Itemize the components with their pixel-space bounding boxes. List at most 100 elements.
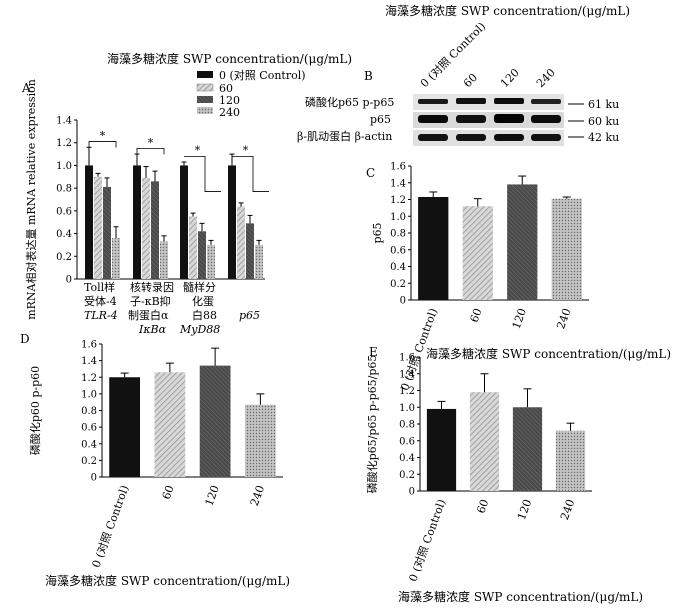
chart-a-bar [142,177,150,279]
legend-swatch-0 [197,71,213,78]
panel-letter-b: B [364,69,373,83]
chart-c-y-tick-label: 0.8 [390,229,406,240]
chart-d-y-tick-label: 1.6 [81,340,97,351]
size-marker-61: 61 ku [588,98,619,111]
chart-e-x-tick-label: 0 (对照 Control) [406,497,449,583]
blot-band-actin-60 [456,134,486,141]
chart-a-y-tick-label: 1.0 [56,161,72,172]
blot-band-actin-240 [531,134,561,141]
chart-d-y-tick-label: 1.2 [81,373,97,384]
panel-a-category-labels: Toll样 受体-4 TLR-4 核转录因 子-κB抑 制蛋白α IκBα 髓样… [84,280,260,336]
chart-e-x-tick-label: 240 [558,498,577,522]
chart-a-y-tick-label: 0.6 [56,206,72,217]
chart-d-pp60: 0 0.2 0.4 0.6 0.8 1.0 1.2 1.4 1.6 磷酸化p60 p-p60 0 (… [28,340,283,569]
chart-e-y-label: 磷酸化p65/p65 p-p65/p65 [365,355,379,494]
legend-label-240: 240 [219,106,240,119]
chart-e-bar [512,407,543,491]
chart-a-bar [103,187,111,279]
legend-label-120: 120 [219,94,240,107]
chart-c-bar [418,196,449,300]
panel-e-swp-label-bottom: 海藻多糖浓度 SWP concentration/(μg/mL) [398,589,643,604]
chart-c-x-tick-label: 60 [468,307,485,325]
chart-c-x-tick-label: 240 [554,307,573,331]
chart-d-y-tick-label: 1.0 [81,389,97,400]
chart-d-bar [154,372,186,477]
chart-c-y-tick-label: 0.6 [390,245,406,256]
chart-d-y-tick-label: 0 [91,473,97,484]
chart-d-x-tick-label: 240 [248,484,267,508]
panel-letter-d: D [20,332,30,346]
blot-lane-label-60: 60 [461,71,480,90]
chart-c-y-tick-label: 1.0 [390,212,406,223]
chart-d-y-label: 磷酸化p60 p-p60 [28,366,42,455]
legend-label-60: 60 [219,82,233,95]
chart-d-y-tick-label: 0.2 [81,456,97,467]
top-swp-label: 海藻多糖浓度 SWP concentration/(μg/mL) [385,3,630,18]
chart-a-y-tick-label: 0.4 [56,229,72,240]
panel-letter-c: C [366,166,375,180]
chart-c-bar [507,184,538,300]
chart-a-sig-bracket [232,155,269,192]
chart-e-y-tick-label: 1.2 [399,386,415,397]
cat-ikba-line3: 制蛋白α [128,308,169,322]
chart-c-y-tick-label: 1.4 [390,178,406,189]
chart-c-y-tick-label: 0.2 [390,279,406,290]
blot-strip-p65 [413,112,564,128]
panel-a-swp-label: 海藻多糖浓度 SWP concentration/(μg/mL) [107,51,352,66]
legend-swatch-240 [197,107,213,114]
panel-d-swp-label: 海藻多糖浓度 SWP concentration/(μg/mL) [45,573,290,588]
panel-letter-a: A [21,81,31,95]
chart-a-bar [207,244,215,279]
chart-e-x-tick-label: 60 [474,498,491,516]
chart-a-bar [189,216,197,279]
chart-a-bar [180,165,188,279]
blot-band-p65-0 [418,115,448,123]
chart-a-bar [112,238,120,279]
chart-a-bar [94,176,102,279]
legend-swatch-120 [197,96,213,103]
chart-d-bar [109,377,141,477]
chart-d-bar [199,365,231,477]
chart-a-sig-star: * [195,144,201,157]
chart-a-bar [237,206,245,279]
cat-myd88-line3: 白88 [192,308,217,322]
blot-strip-pp65 [413,94,564,110]
blot-band-p65-240 [531,115,561,123]
chart-a-y-tick-label: 1.4 [56,116,72,127]
chart-c-y-label: p65 [371,222,384,243]
chart-a-sig-bracket [184,155,221,192]
chart-a-bar [151,181,159,279]
chart-d-y-tick-label: 0.6 [81,423,97,434]
blot-band-p65-60 [456,115,486,123]
blot-lane-label-120: 120 [498,66,522,90]
cat-tlr4-italic: TLR-4 [84,309,118,322]
chart-e-y-tick-label: 1.4 [399,369,415,380]
chart-a-mrna: 0 0.2 0.4 0.6 0.8 1.0 1.2 1.4 mRNA相对表达量 mRNA rel… [24,79,269,320]
chart-d-x-tick-label: 60 [160,484,177,502]
chart-e-x-tick-label: 120 [515,498,534,522]
panel-letter-e: E [369,345,378,359]
chart-a-bar [228,165,236,279]
chart-d-y-tick-label: 1.4 [81,356,97,367]
chart-a-y-tick-label: 0.8 [56,184,72,195]
chart-c-bar [551,198,582,300]
cat-ikba-line2: 子-κB抑 [130,294,171,308]
panel-a-legend: 0 (对照 Control) 60 120 240 [196,68,306,119]
blot-row-label-actin: β-肌动蛋白 β-actin [297,129,392,143]
chart-d-x-tick-label: 120 [203,484,222,508]
size-marker-42: 42 ku [588,131,619,144]
chart-c-y-tick-label: 1.2 [390,195,406,206]
blot-row-label-pp65: 磷酸化p65 p-p65 [305,95,394,109]
blot-row-label-p65: p65 [370,113,391,126]
blot-band-actin-120 [494,134,524,141]
blot-band-pp65-120 [494,98,524,104]
chart-a-sig-bracket [136,147,165,155]
cat-myd88-italic: MyD88 [179,323,220,336]
chart-e-bar [469,392,500,491]
chart-c-y-tick-label: 0 [400,296,406,307]
chart-d-x-tick-label: 0 (对照 Control) [89,483,132,569]
chart-a-bar [85,165,93,279]
chart-a-bar [133,165,141,279]
blot-band-p65-120 [494,114,524,123]
